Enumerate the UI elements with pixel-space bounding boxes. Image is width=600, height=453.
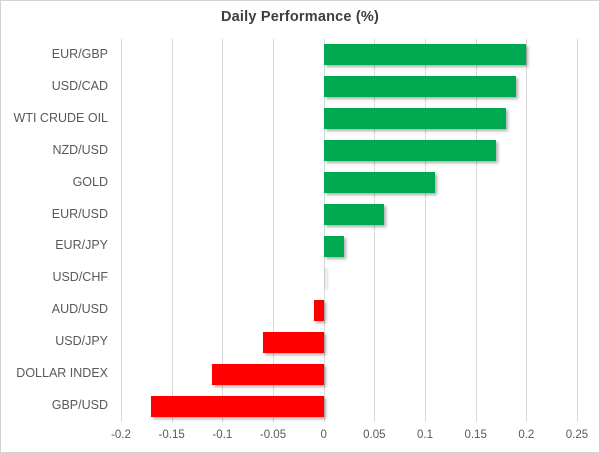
bar-eur-usd [323, 204, 385, 226]
x-tick-label: 0.05 [363, 429, 386, 441]
y-axis-labels: EUR/GBP USD/CAD WTI CRUDE OIL NZD/USD GOLD EU… [1, 39, 113, 422]
bar-eur-gbp [323, 44, 527, 66]
gridline [121, 39, 122, 422]
bar-eur-jpy [323, 235, 344, 257]
gridline [323, 39, 325, 422]
bar-usd-chf [323, 267, 327, 289]
category-label-eur-gbp: EUR/GBP [51, 47, 108, 61]
gridline [171, 39, 173, 422]
bar-aud-usd [313, 299, 324, 321]
category-label-usd-cad: USD/CAD [51, 78, 108, 93]
category-label-eur-usd: EUR/USD [51, 206, 108, 221]
bar-dollar-index [212, 363, 324, 385]
gridline [475, 39, 477, 422]
bar-usd-jpy [262, 331, 324, 353]
category-label-eur-jpy: EUR/JPY [55, 238, 108, 253]
x-tick-label: 0.2 [518, 429, 535, 441]
category-label-gbp-usd: GBP/USD [51, 397, 108, 412]
category-label-gold: GOLD [72, 174, 108, 189]
x-tick-label: 0 [320, 429, 327, 441]
category-label-usd-chf: USD/CHF [52, 270, 108, 285]
x-tick-label: 0.25 [565, 429, 589, 441]
bar-wti-crude-oil [323, 108, 507, 130]
bar-nzd-usd [323, 140, 496, 162]
bar-gold [323, 172, 436, 194]
gridline [273, 39, 274, 422]
gridline [526, 39, 528, 422]
gridline [577, 39, 578, 422]
category-label-usd-jpy: USD/JPY [55, 334, 108, 349]
category-label-nzd-usd: NZD/USD [52, 142, 108, 157]
plot-area [121, 39, 578, 422]
x-axis-labels: -0.2 -0.15 -0.1 -0.05 0 0.05 0.1 0.15 0.2 0.25 [1, 429, 600, 447]
x-tick-label: 0.1 [417, 429, 433, 441]
x-tick-label: -0.05 [259, 429, 287, 441]
gridline [222, 39, 224, 422]
gridline [425, 39, 426, 422]
bar-gbp-usd [151, 395, 324, 417]
category-label-aud-usd: AUD/USD [51, 302, 108, 317]
category-label-dollar-index: DOLLAR INDEX [16, 366, 108, 381]
chart-title: Daily Performance (%) [220, 9, 380, 25]
category-label-wti-crude-oil: WTI CRUDE OIL [13, 110, 108, 125]
gridline [374, 39, 376, 422]
x-tick-label: -0.2 [111, 429, 131, 441]
x-tick-label: -0.15 [158, 429, 185, 441]
x-tick-label: -0.1 [212, 429, 233, 441]
x-tick-label: 0.15 [464, 429, 487, 441]
bar-usd-cad [323, 76, 517, 98]
